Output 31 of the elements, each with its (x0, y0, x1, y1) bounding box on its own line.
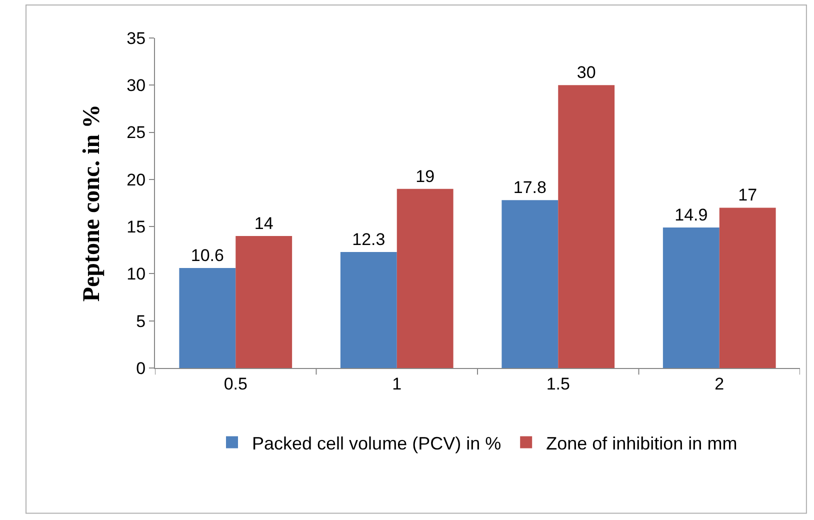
data-label: 14 (254, 214, 274, 233)
y-tick-label: 20 (126, 170, 146, 190)
data-label: 10.6 (190, 246, 224, 266)
x-tick-label: 1.5 (546, 374, 570, 394)
data-label: 14.9 (674, 206, 708, 225)
bar (502, 200, 558, 368)
y-tick-label: 35 (126, 28, 146, 48)
bar (662, 228, 720, 368)
y-tick-label: 10 (126, 264, 146, 284)
bar (340, 252, 397, 368)
x-tick-label: 1 (392, 374, 402, 394)
y-axis-title: Peptone conc. in % (78, 104, 105, 302)
y-tick-label: 0 (136, 358, 146, 378)
y-tick-label: 5 (136, 312, 146, 331)
data-label: 17.8 (513, 178, 546, 198)
bar (179, 268, 236, 368)
y-tick-label: 30 (126, 76, 146, 96)
data-label: 12.3 (352, 230, 386, 250)
bar (558, 85, 615, 368)
bar (719, 208, 776, 368)
y-tick-label: 15 (126, 218, 146, 237)
data-label: 17 (738, 186, 758, 205)
x-tick-label: 2 (714, 374, 724, 394)
data-label: 30 (576, 63, 596, 82)
x-tick-label: 0.5 (224, 374, 248, 394)
bar (236, 236, 292, 368)
bar (396, 188, 454, 368)
y-tick-label: 25 (126, 123, 146, 142)
legend-label: Packed cell volume (PCV) in % (252, 433, 502, 454)
legend-label: Zone of inhibition in mm (546, 433, 738, 454)
data-label: 19 (416, 166, 435, 186)
